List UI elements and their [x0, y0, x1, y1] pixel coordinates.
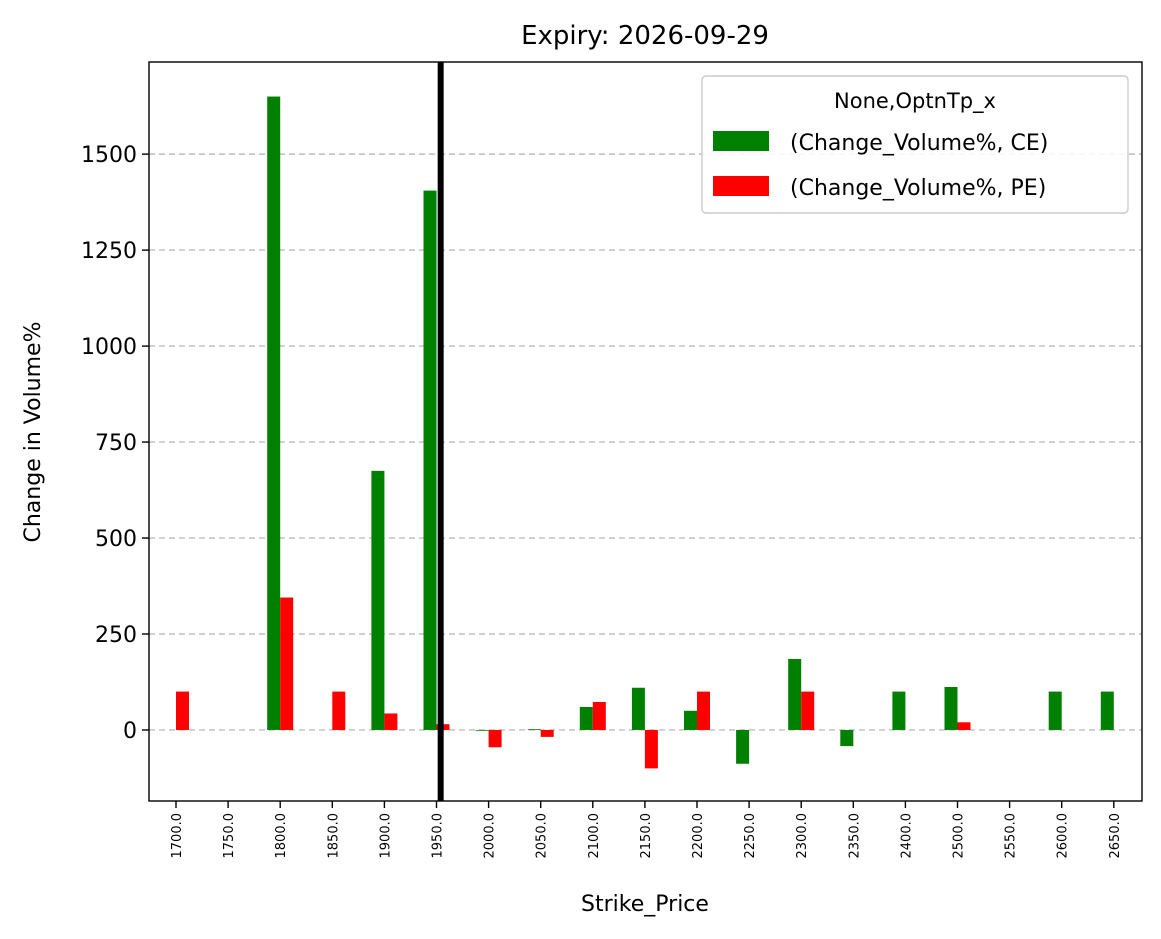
bar-pe	[280, 597, 294, 730]
bar-ce	[684, 710, 697, 730]
bar-ce	[631, 687, 645, 730]
x-tick-label: 2100.0	[587, 813, 602, 859]
x-tick-label: 2200.0	[691, 813, 706, 859]
bars	[176, 96, 1114, 769]
y-tick-label: 1250	[81, 239, 137, 264]
x-tick-label: 2550.0	[1004, 813, 1019, 859]
bar-pe	[384, 713, 398, 730]
x-tick-label: 1750.0	[222, 813, 237, 859]
y-axis-label: Change in Volume%	[21, 322, 46, 543]
legend-label-pe: (Change_Volume%, PE)	[790, 176, 1046, 201]
y-tick-label: 0	[123, 719, 137, 744]
bar-ce	[423, 190, 437, 730]
bar-ce	[736, 729, 750, 764]
x-tick-label: 1900.0	[378, 813, 393, 859]
y-tick-label: 750	[95, 431, 137, 456]
x-axis: 1700.0 1750.0 1800.0 1850.0 1900.0 1950.0 2000…	[170, 801, 1123, 859]
bar-ce	[579, 706, 593, 730]
y-tick-label: 1000	[81, 335, 137, 360]
x-tick-label: 1850.0	[326, 813, 341, 859]
bar-pe	[488, 729, 502, 748]
legend-label-ce: (Change_Volume%, CE)	[790, 131, 1048, 156]
bar-ce	[267, 96, 281, 730]
y-tick-label: 250	[95, 623, 137, 648]
bar-ce	[475, 729, 489, 731]
bar-pe	[644, 729, 658, 769]
bar-ce	[788, 658, 802, 730]
x-tick-label: 2150.0	[639, 813, 654, 859]
x-tick-label: 2400.0	[899, 813, 914, 859]
bar-ce	[840, 729, 854, 747]
x-tick-label: 2500.0	[952, 813, 967, 859]
x-tick-label: 1700.0	[170, 813, 185, 859]
chart-title: Expiry: 2026-09-29	[521, 21, 769, 51]
bar-ce	[371, 470, 385, 730]
x-tick-label: 2650.0	[1108, 813, 1123, 859]
x-axis-label: Strike_Price	[581, 892, 709, 917]
legend-box	[701, 75, 1129, 214]
x-tick-label: 2300.0	[795, 813, 810, 859]
legend-title: None,OptnTp_x	[834, 89, 996, 114]
bar-ce	[944, 686, 958, 730]
bar-pe	[540, 729, 554, 737]
legend: None,OptnTp_x (Change_Volume%, CE) (Chan…	[701, 75, 1129, 214]
x-tick-label: 1800.0	[274, 813, 289, 859]
bar-ce	[1100, 691, 1114, 730]
bar-pe	[957, 722, 971, 730]
bar-pe	[592, 701, 606, 730]
bar-pe	[176, 691, 189, 730]
x-tick-label: 2250.0	[743, 813, 758, 859]
bar-pe	[332, 691, 346, 730]
bar-ce	[1048, 691, 1062, 730]
bar-pe	[697, 691, 710, 730]
x-tick-label: 1950.0	[431, 813, 446, 859]
x-tick-label: 2050.0	[535, 813, 550, 859]
bar-pe	[801, 691, 815, 730]
y-axis: 0 250 500 750 1000 1250 1500	[81, 143, 149, 744]
y-tick-label: 500	[95, 527, 137, 552]
legend-swatch-pe	[713, 176, 769, 196]
x-tick-label: 2600.0	[1056, 813, 1071, 859]
x-tick-label: 2000.0	[483, 813, 498, 859]
gridlines	[149, 153, 1142, 731]
bar-ce	[527, 729, 541, 730]
bar-ce	[892, 691, 906, 730]
legend-swatch-ce	[713, 131, 769, 151]
x-tick-label: 2350.0	[847, 813, 862, 859]
y-tick-label: 1500	[81, 143, 137, 168]
